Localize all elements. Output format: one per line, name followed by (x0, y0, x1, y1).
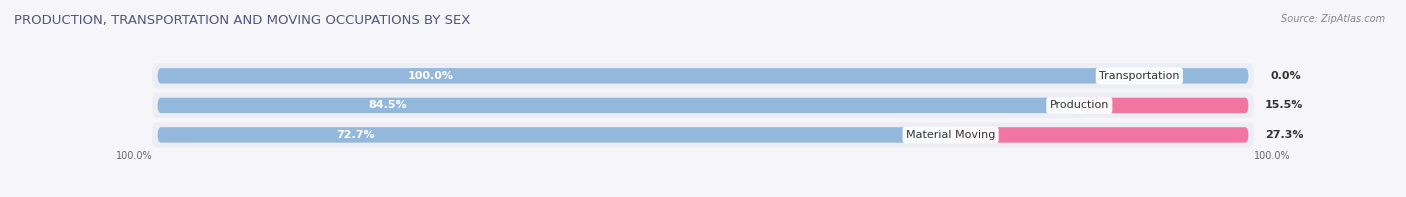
Text: 72.7%: 72.7% (336, 130, 375, 140)
Text: 100.0%: 100.0% (408, 71, 453, 81)
Text: 84.5%: 84.5% (368, 100, 408, 110)
FancyBboxPatch shape (157, 68, 1249, 84)
FancyBboxPatch shape (157, 68, 1249, 84)
FancyBboxPatch shape (157, 127, 1249, 143)
FancyBboxPatch shape (152, 63, 1254, 88)
FancyBboxPatch shape (1080, 98, 1249, 113)
Text: Production: Production (1050, 100, 1109, 110)
Text: 100.0%: 100.0% (1254, 151, 1291, 161)
FancyBboxPatch shape (950, 127, 1249, 143)
Text: 15.5%: 15.5% (1265, 100, 1303, 110)
Text: PRODUCTION, TRANSPORTATION AND MOVING OCCUPATIONS BY SEX: PRODUCTION, TRANSPORTATION AND MOVING OC… (14, 14, 471, 27)
FancyBboxPatch shape (152, 93, 1254, 118)
FancyBboxPatch shape (157, 98, 1249, 113)
FancyBboxPatch shape (157, 98, 1080, 113)
Text: 27.3%: 27.3% (1265, 130, 1303, 140)
Text: 100.0%: 100.0% (115, 151, 152, 161)
FancyBboxPatch shape (152, 122, 1254, 148)
Text: Transportation: Transportation (1099, 71, 1180, 81)
Text: Source: ZipAtlas.com: Source: ZipAtlas.com (1281, 14, 1385, 24)
Text: Material Moving: Material Moving (905, 130, 995, 140)
FancyBboxPatch shape (157, 127, 950, 143)
Text: 0.0%: 0.0% (1270, 71, 1301, 81)
